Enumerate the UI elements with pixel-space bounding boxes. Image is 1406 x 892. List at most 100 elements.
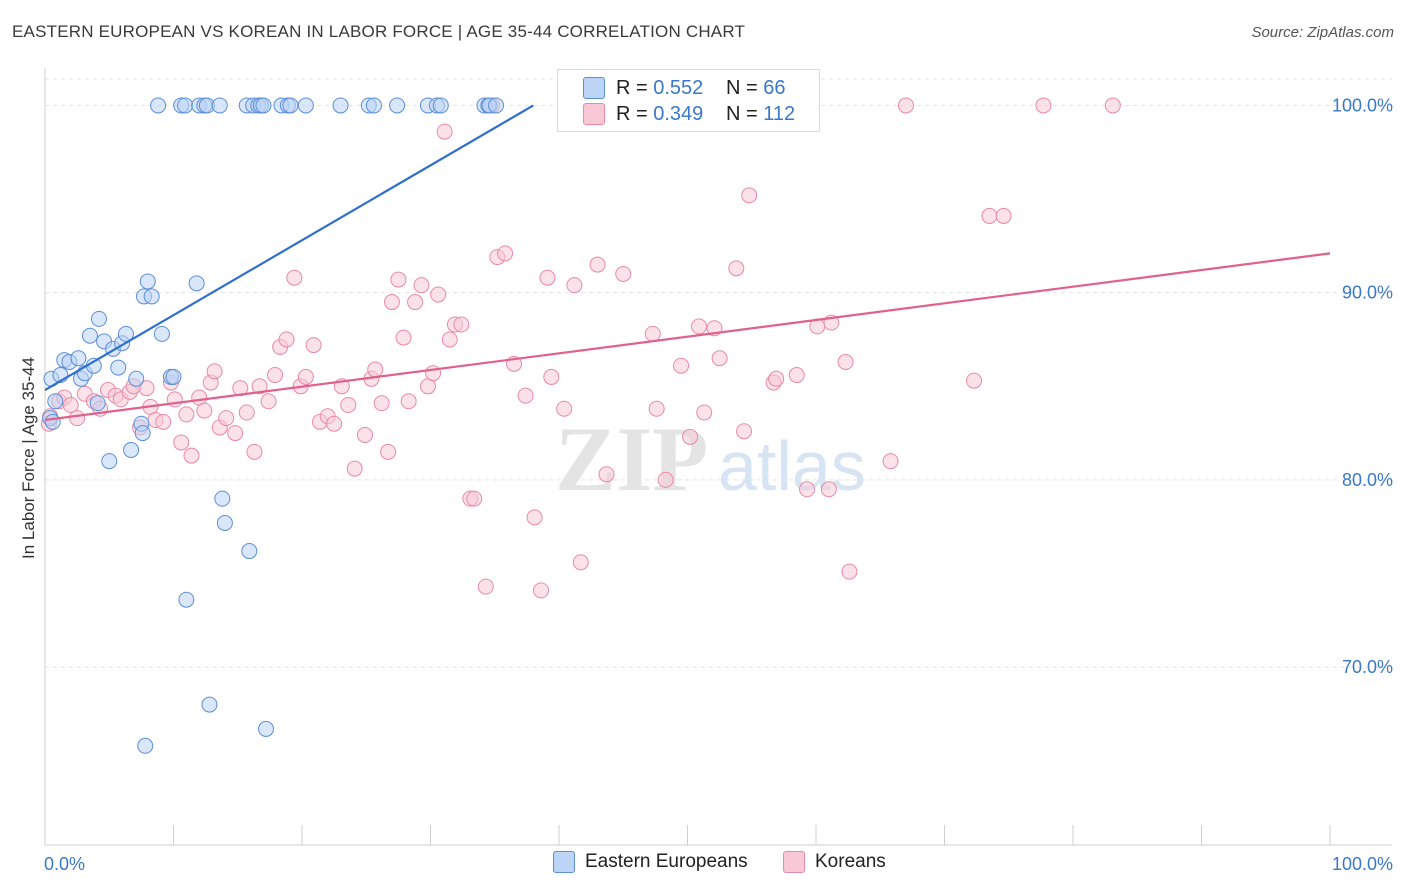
korean-point	[383, 294, 400, 311]
korean-point	[251, 378, 268, 395]
korean-point	[453, 316, 470, 333]
eastern-european-point	[139, 273, 156, 290]
korean-point	[305, 337, 322, 354]
korean-point	[837, 353, 854, 370]
korean-point	[897, 97, 914, 114]
korean-point	[380, 443, 397, 460]
eastern-european-points	[42, 97, 505, 754]
eastern-european-point	[332, 97, 349, 114]
korean-point	[566, 277, 583, 294]
korean-point	[278, 331, 295, 348]
korean-point	[736, 423, 753, 440]
eastern-european-point	[101, 453, 118, 470]
korean-point	[556, 400, 573, 417]
y-tick-label: 70.0%	[1342, 657, 1393, 677]
bottom-legend-korean: Koreans	[783, 851, 886, 873]
eastern-european-point	[211, 97, 228, 114]
eastern-european-point	[137, 737, 154, 754]
korean-point	[395, 329, 412, 346]
korean-point	[517, 387, 534, 404]
korean-point	[882, 453, 899, 470]
watermark-atlas: atlas	[718, 427, 866, 505]
korean-point	[183, 447, 200, 464]
y-tick-label: 100.0%	[1332, 95, 1393, 115]
korean-point	[62, 397, 79, 414]
korean-point	[246, 443, 263, 460]
korean-point	[820, 481, 837, 498]
source-label: Source: ZipAtlas.com	[1251, 24, 1394, 41]
korean-point	[466, 490, 483, 507]
korean-point	[497, 245, 514, 262]
y-axis-label: In Labor Force | Age 35-44	[19, 357, 38, 559]
eastern-european-point	[297, 97, 314, 114]
correlation-legend: R = 0.552 N = 66 R = 0.349 N = 112	[557, 69, 820, 132]
legend-r-value: 0.349	[653, 102, 704, 125]
korean-point	[196, 402, 213, 419]
korean-point	[728, 260, 745, 277]
eastern-european-point	[47, 393, 64, 410]
korean-point	[966, 372, 983, 389]
watermark: ZIP atlas	[555, 408, 866, 510]
korean-point	[227, 425, 244, 442]
eastern-european-point	[123, 441, 140, 458]
korean-point	[533, 582, 550, 599]
eastern-european-point	[117, 325, 134, 342]
korean-point	[297, 368, 314, 385]
korean-point	[788, 367, 805, 384]
korean-point	[367, 361, 384, 378]
korean-point	[673, 357, 690, 374]
bottom-legend-label: Eastern Europeans	[585, 851, 748, 872]
eastern-european-point	[128, 370, 145, 387]
korean-points	[40, 97, 1121, 599]
legend-n-label: N =	[726, 102, 764, 125]
korean-point	[326, 415, 343, 432]
eastern-european-point	[134, 425, 151, 442]
watermark-zip: ZIP	[555, 408, 708, 510]
korean-point	[644, 325, 661, 342]
eastern-european-trend-line	[44, 104, 534, 391]
trend-lines	[44, 104, 1331, 422]
korean-point	[657, 471, 674, 488]
korean-point	[526, 509, 543, 526]
korean-point	[711, 350, 728, 367]
korean-point	[260, 393, 277, 410]
korean-point	[615, 265, 632, 282]
eastern-european-point	[216, 514, 233, 531]
eastern-european-point	[488, 97, 505, 114]
korean-point	[648, 400, 665, 417]
eastern-european-point	[143, 288, 160, 305]
korean-point	[995, 207, 1012, 224]
korean-point	[539, 269, 556, 286]
korean-point	[799, 481, 816, 498]
korean-point	[741, 187, 758, 204]
korean-point	[267, 367, 284, 384]
korean-point	[1035, 97, 1052, 114]
korean-point	[598, 466, 615, 483]
eastern-european-point	[432, 97, 449, 114]
korean-point	[407, 294, 424, 311]
x-tick-label: 100.0%	[1332, 854, 1393, 874]
korean-point	[390, 271, 407, 288]
korean-point	[356, 426, 373, 443]
korean-point	[69, 410, 86, 427]
tick-labels: 70.0% 80.0% 90.0% 100.0% 0.0% 100.0%	[44, 95, 1393, 874]
korean-point	[572, 554, 589, 571]
eastern-european-point	[110, 359, 127, 376]
legend-n-label: N =	[726, 76, 764, 99]
korean-point	[286, 269, 303, 286]
eastern-european-point	[255, 97, 272, 114]
eastern-european-point	[90, 310, 107, 327]
legend-r-label: R =	[616, 76, 654, 99]
bottom-legend-eastern-european: Eastern Europeans	[553, 851, 748, 873]
eastern-european-point	[214, 490, 231, 507]
eastern-european-point	[201, 696, 218, 713]
eastern-european-point	[70, 350, 87, 367]
eastern-european-point	[177, 97, 194, 114]
korean-point	[981, 207, 998, 224]
korean-point	[138, 380, 155, 397]
eastern-european-point	[389, 97, 406, 114]
chart-title: EASTERN EUROPEAN VS KOREAN IN LABOR FORC…	[12, 22, 746, 41]
eastern-european-point	[150, 97, 167, 114]
eastern-european-point	[365, 97, 382, 114]
eastern-european-point	[241, 543, 258, 560]
